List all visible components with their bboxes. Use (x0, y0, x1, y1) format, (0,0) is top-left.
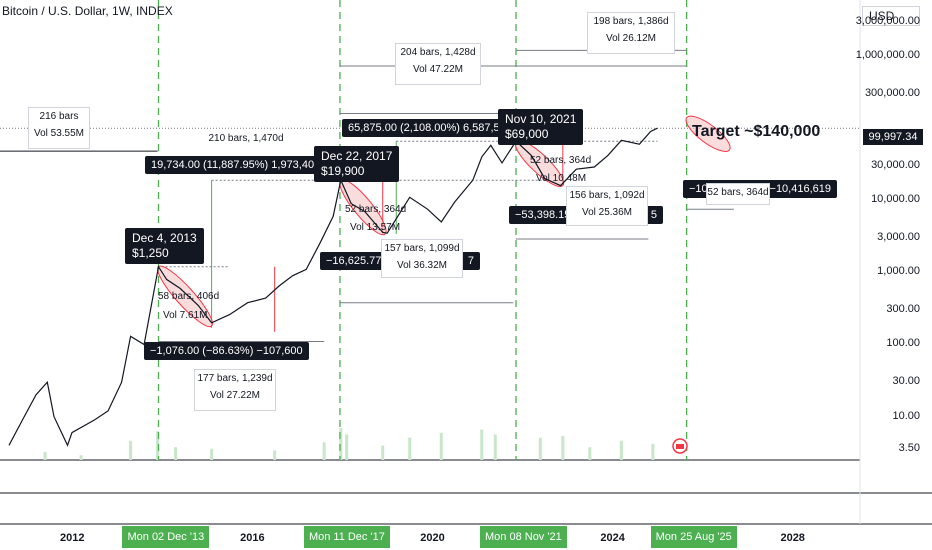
volume-bar (381, 445, 385, 460)
volume-bar (322, 442, 326, 460)
measure-bars: 58 bars, 406d (158, 291, 220, 302)
cycle-marker-date: Mon 08 Nov '21 (480, 526, 567, 548)
chart-title: Bitcoin / U.S. Dollar, 1W, INDEX (2, 4, 173, 18)
measure-change-tail: 7 (467, 255, 474, 267)
peak-label: Dec 22, 2017 $19,900 (314, 146, 400, 182)
measure-bars: 156 bars, 1,092d (569, 190, 645, 201)
measure-vol: Vol 10.48M (536, 173, 587, 184)
measure-box[interactable]: 156 bars, 1,092d Vol 25.36M (566, 186, 648, 226)
volume-bar (210, 448, 214, 460)
measure-change-tail: 5 (650, 209, 657, 221)
measure-change-label: 65,875.00 (2,108.00%) 6,587,500 (342, 119, 518, 137)
measure-box[interactable]: 157 bars, 1,099d Vol 36.32M (381, 239, 463, 278)
price-axis-tick: 3.50 (898, 442, 920, 455)
time-axis-tick: 2012 (60, 532, 85, 544)
volume-bar (129, 440, 133, 460)
price-axis-tick: 3,000,000.00 (855, 14, 920, 27)
cycle-marker-date: Mon 25 Aug '25 (650, 526, 737, 548)
target-label: Target ~$140,000 (692, 123, 821, 140)
measure-vol: Vol 47.22M (412, 64, 464, 75)
measure-vol: Vol 25.36M (581, 207, 633, 218)
volume-bar (619, 440, 623, 460)
price-axis-tick: 10,000.00 (871, 193, 920, 206)
cycle-marker-date: Mon 11 Dec '17 (303, 526, 390, 548)
measure-vol: Vol 53.55M (33, 128, 85, 139)
volume-bar (493, 434, 497, 460)
price-axis-tick: 30.00 (892, 375, 920, 388)
event-icon[interactable] (672, 438, 688, 454)
measure-box[interactable]: 177 bars, 1,239d Vol 27.22M (194, 369, 276, 411)
volume-bar (174, 447, 178, 460)
peak-price: $19,900 (321, 164, 365, 178)
measure-box[interactable]: 52 bars, 364d (706, 183, 770, 205)
peak-label: Nov 10, 2021 $69,000 (498, 109, 584, 145)
measure-bars: 204 bars, 1,428d (400, 47, 476, 58)
volume-bar (345, 434, 349, 460)
price-axis-tick: 1,000,000.00 (855, 49, 920, 62)
measure-bars: 210 bars, 1,470d (208, 133, 284, 144)
measure-vol: Vol 26.12M (605, 33, 657, 44)
peak-price: $69,000 (505, 127, 549, 141)
time-axis-tick: 2020 (420, 532, 445, 544)
volume-bar (561, 436, 565, 460)
measure-change-tail: %) −10,416,619 (753, 183, 831, 195)
cycle-marker-date: Mon 02 Dec '13 (122, 526, 210, 548)
price-axis-tick: 300.00 (886, 303, 920, 316)
measure-vol: Vol 27.22M (209, 390, 261, 401)
measure-change-text: −10 (689, 183, 708, 195)
measure-bars: 52 bars, 364d (707, 187, 769, 198)
peak-date: Nov 10, 2021 (505, 112, 577, 126)
price-line (8, 127, 658, 447)
volume-bar (480, 429, 484, 460)
measure-vol: Vol 7.61M (163, 310, 208, 321)
measure-box[interactable]: 210 bars, 1,470d (201, 130, 291, 148)
volume-bar (339, 428, 343, 460)
volume-bar (588, 447, 592, 460)
price-axis-tick: 100.00 (886, 337, 920, 350)
measure-box[interactable]: 216 bars Vol 53.55M (28, 107, 90, 149)
measure-change-label: −1,076.00 (−86.63%) −107,600 (144, 342, 309, 360)
volume-bar (439, 432, 443, 460)
measure-bars: 216 bars (39, 111, 79, 122)
time-axis-tick: 2016 (240, 532, 265, 544)
measure-change-label: 19,734.00 (11,887.95%) 1,973,400 (145, 156, 327, 174)
measure-bars: 52 bars, 364d (530, 155, 592, 166)
price-axis-tick: 10.00 (892, 409, 920, 422)
measure-box[interactable]: 198 bars, 1,386d Vol 26.12M (587, 12, 675, 54)
peak-label: Dec 4, 2013 $1,250 (125, 228, 204, 264)
measure-change-text: −16,625.77 (− (326, 255, 395, 267)
volume-bar (79, 455, 83, 460)
price-axis-tick: 300,000.00 (864, 86, 920, 99)
measure-box[interactable]: 204 bars, 1,428d Vol 47.22M (395, 43, 481, 85)
current-price-label: 99,997.34 (863, 129, 923, 145)
peak-date: Dec 22, 2017 (321, 149, 393, 163)
price-axis-tick: 3,000.00 (877, 230, 920, 243)
volume-bar (538, 437, 542, 460)
measure-vol: Vol 36.32M (396, 260, 448, 271)
currency-selector[interactable]: USD (862, 6, 920, 26)
time-axis-tick: 2028 (780, 532, 805, 544)
volume-bar (43, 452, 47, 460)
measure-bars: 52 bars, 364d (345, 204, 407, 215)
volume-bar (156, 431, 160, 460)
measure-bars: 177 bars, 1,239d (197, 373, 273, 384)
time-axis-tick: 2024 (600, 532, 625, 544)
price-axis-tick: 1,000.00 (877, 265, 920, 278)
volume-bar (651, 444, 655, 460)
measure-vol: Vol 13.57M (350, 222, 401, 233)
price-axis-tick: 30,000.00 (871, 158, 920, 171)
bear-cycle-ellipse (685, 115, 731, 152)
volume-bar (408, 437, 412, 460)
measure-bars: 157 bars, 1,099d (384, 243, 460, 254)
peak-date: Dec 4, 2013 (132, 231, 197, 245)
measure-bars: 198 bars, 1,386d (593, 16, 669, 27)
volume-bar (273, 450, 277, 460)
peak-price: $1,250 (132, 246, 169, 260)
